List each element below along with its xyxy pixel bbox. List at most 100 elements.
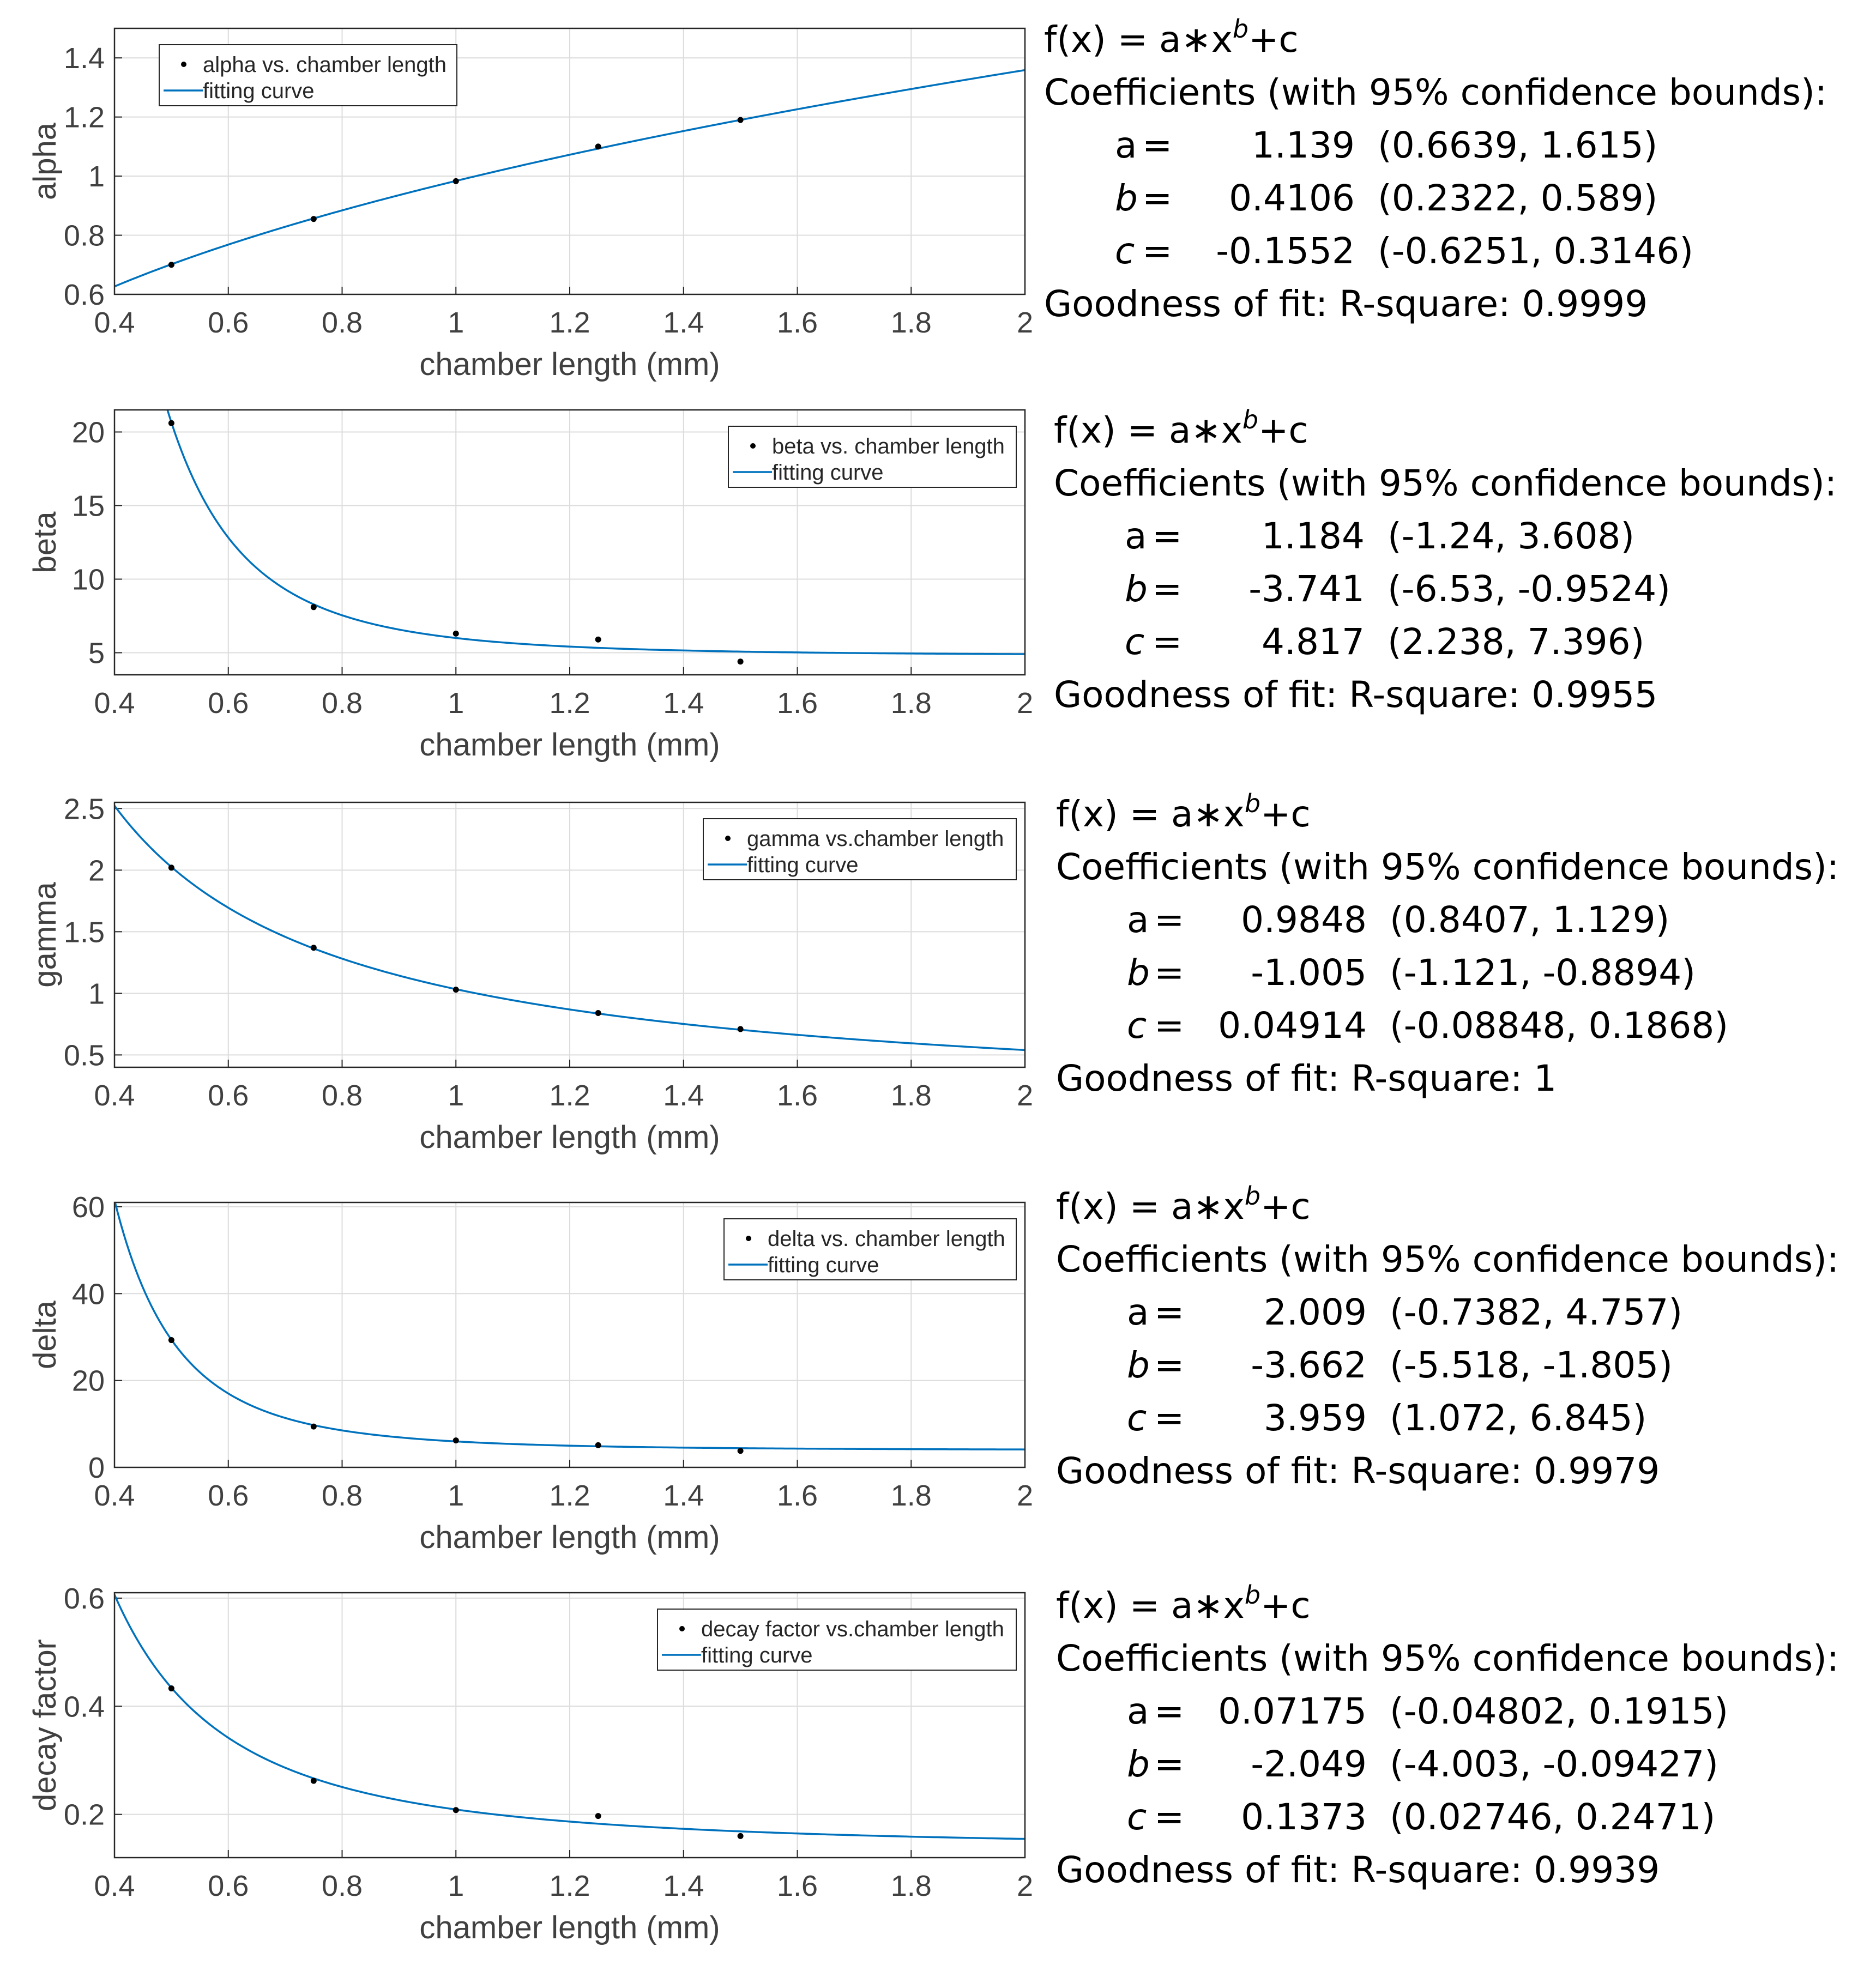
data-point [453, 178, 459, 184]
y-tick-label: 20 [72, 416, 105, 449]
x-tick-label: 2 [1017, 1870, 1033, 1902]
legend-label-curve: fitting curve [768, 1253, 879, 1277]
coefficient-value: 1.184 [1262, 515, 1365, 557]
x-tick-label: 0.6 [208, 1479, 249, 1512]
data-point [737, 117, 744, 123]
fit-equation-suffix: +c [1258, 409, 1308, 451]
coefficient-name: b [1125, 568, 1148, 610]
legend-label-points: gamma vs.chamber length [747, 827, 1004, 851]
chart-panel-alpha: 0.4 0.6 0.8 1 1.2 1.4 1.6 1.8 20.60.811.21.4cham… [27, 14, 1827, 382]
coefficient-equals: = [1142, 177, 1172, 219]
coefficients-heading: Coefficients (with 95% confidence bounds… [1056, 1637, 1839, 1679]
x-tick-label: 1.4 [663, 1870, 704, 1902]
y-tick-label: 60 [72, 1191, 105, 1224]
coefficient-bounds: (-0.04802, 0.1915) [1390, 1690, 1728, 1732]
coefficient-equals: = [1154, 1291, 1184, 1333]
data-point [737, 1833, 744, 1839]
y-tick-label: 40 [72, 1278, 105, 1310]
coefficient-bounds: (-4.003, -0.09427) [1390, 1743, 1718, 1785]
x-tick-label: 1 [448, 687, 464, 720]
x-tick-label: 0.4 [94, 306, 135, 339]
x-tick-label: 1.8 [891, 687, 932, 720]
y-tick-label: 15 [72, 490, 105, 523]
coefficient-name: a [1115, 124, 1137, 166]
fit-equation-exponent: b [1245, 1580, 1260, 1610]
fit-equation-exponent: b [1245, 789, 1260, 818]
coefficient-equals: = [1154, 1796, 1184, 1838]
y-tick-label: 1.2 [64, 101, 105, 134]
legend-marker-points [679, 1626, 685, 1631]
fit-curve [166, 410, 1025, 655]
data-point [453, 1437, 459, 1444]
coefficient-equals: = [1152, 568, 1182, 610]
data-point [310, 1778, 317, 1784]
y-tick-label: 20 [72, 1365, 105, 1398]
data-point [168, 262, 174, 268]
coefficient-equals: = [1154, 1743, 1184, 1785]
x-tick-label: 1.6 [777, 1079, 818, 1112]
fit-equation: f(x) = a∗xb+c [1054, 405, 1308, 451]
y-tick-label: 0.2 [64, 1799, 105, 1831]
x-tick-label: 0.4 [94, 1479, 135, 1512]
x-tick-label: 1.6 [777, 306, 818, 339]
coefficient-bounds: (-0.6251, 0.3146) [1378, 230, 1693, 272]
data-point [168, 864, 174, 871]
coefficient-value: -3.741 [1248, 568, 1365, 610]
coefficient-equals: = [1152, 621, 1182, 663]
coefficient-name: a [1127, 899, 1149, 941]
axes-box [113, 409, 1026, 676]
x-tick-label: 0.8 [322, 1870, 363, 1902]
coefficient-name: a [1127, 1690, 1149, 1732]
coefficient-equals: = [1142, 124, 1172, 166]
y-axis-label: alpha [27, 122, 63, 200]
legend: beta vs. chamber length fitting curve [728, 426, 1017, 488]
data-point [168, 1685, 174, 1692]
fit-curve [114, 69, 1025, 288]
y-tick-label: 1.5 [64, 916, 105, 948]
y-tick-label: 0.6 [64, 279, 105, 311]
coefficient-name: a [1125, 515, 1147, 557]
x-tick-label: 1.4 [663, 1479, 704, 1512]
fit-equation-prefix: f(x) = a∗x [1054, 409, 1242, 451]
coefficient-name: b [1115, 177, 1138, 219]
coefficient-name: b [1127, 1743, 1150, 1785]
legend-box [159, 44, 457, 106]
coefficient-value: -3.662 [1251, 1344, 1367, 1386]
x-tick-label: 0.6 [208, 1870, 249, 1902]
legend-box [723, 1218, 1017, 1280]
y-tick-label: 0 [88, 1452, 105, 1484]
x-tick-label: 0.6 [208, 306, 249, 339]
x-tick-label: 0.4 [94, 687, 135, 720]
fit-equation-suffix-text: +c [1260, 793, 1311, 835]
fit-equation-suffix: +c [1248, 19, 1299, 61]
y-tick-label: 1.4 [64, 42, 105, 75]
coefficients-heading: Coefficients (with 95% confidence bounds… [1056, 1238, 1839, 1280]
x-tick-label: 1.8 [891, 306, 932, 339]
coefficient-bounds: (-6.53, -0.9524) [1388, 568, 1670, 610]
y-axis-label: delta [27, 1300, 63, 1369]
y-tick-label: 0.5 [64, 1039, 105, 1072]
legend-box [703, 818, 1017, 880]
coefficient-equals: = [1154, 952, 1184, 994]
axes-box [113, 801, 1026, 1068]
legend-label-curve: fitting curve [203, 79, 315, 103]
coefficient-value: 1.139 [1252, 124, 1355, 166]
fit-equation-suffix: +c [1260, 1186, 1311, 1228]
fit-equation-suffix-text: +c [1260, 1186, 1311, 1228]
chart-panel-gamma: 0.4 0.6 0.8 1 1.2 1.4 1.6 1.8 2 0.5 1 1.5 2 2.5 chambe… [27, 789, 1839, 1155]
coefficient-equals: = [1154, 1344, 1184, 1386]
y-tick-label: 0.6 [64, 1582, 105, 1615]
y-axis-label: gamma [27, 882, 63, 988]
coefficient-bounds: (0.8407, 1.129) [1390, 899, 1669, 941]
coefficient-bounds: (2.238, 7.396) [1388, 621, 1644, 663]
x-tick-label: 1.4 [663, 1079, 704, 1112]
fit-equation-suffix: +c [1260, 793, 1311, 835]
data-point [737, 1448, 744, 1454]
fit-equation-suffix-text: +c [1248, 19, 1299, 61]
coefficient-value: 0.9848 [1241, 899, 1367, 941]
fit-equation-prefix: f(x) = a∗x [1056, 1186, 1245, 1228]
